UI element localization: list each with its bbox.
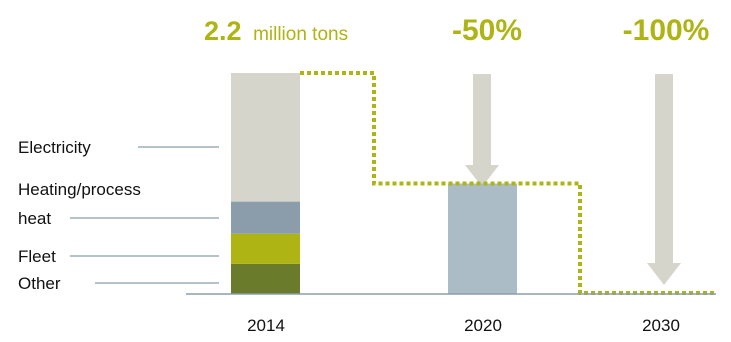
arrow-2030 (647, 74, 681, 285)
headline-baseline-unit: million tons (253, 24, 348, 45)
headline-baseline: 2.2 million tons (204, 16, 348, 46)
target-path-line (300, 71, 716, 295)
arrow-2030-head (647, 263, 681, 285)
bar-2014-other (231, 263, 300, 294)
x-tick-2030: 2030 (642, 316, 680, 335)
headline-baseline-value: 2.2 (204, 16, 242, 46)
arrow-2020-shaft (473, 74, 491, 165)
segment-label-heating-line1: Heating/process (18, 180, 141, 199)
bar-2014-fleet (231, 233, 300, 264)
segment-label-heating-line2: heat (18, 209, 51, 228)
segment-label-other: Other (18, 274, 219, 293)
arrow-2020-head (465, 165, 499, 187)
segment-label-heating-text: Heating/process heat (18, 180, 146, 228)
segment-label-heating: Heating/process heat (18, 180, 219, 228)
bar-2020-total (448, 183, 517, 294)
arrow-2020 (465, 74, 499, 187)
bar-2014-electricity (231, 73, 300, 202)
headline-reduction-2030: -100% (623, 14, 710, 47)
segment-label-electricity-text: Electricity (18, 138, 91, 157)
x-tick-2020: 2020 (464, 316, 502, 335)
headline-reduction-2020: -50% (452, 14, 522, 47)
x-tick-2014: 2014 (247, 316, 285, 335)
segment-label-electricity: Electricity (18, 138, 219, 157)
segment-label-fleet: Fleet (18, 247, 219, 266)
segment-label-fleet-text: Fleet (18, 247, 56, 266)
bar-2014-heating (231, 201, 300, 234)
segment-label-other-text: Other (18, 274, 61, 293)
arrow-2030-shaft (655, 74, 673, 263)
